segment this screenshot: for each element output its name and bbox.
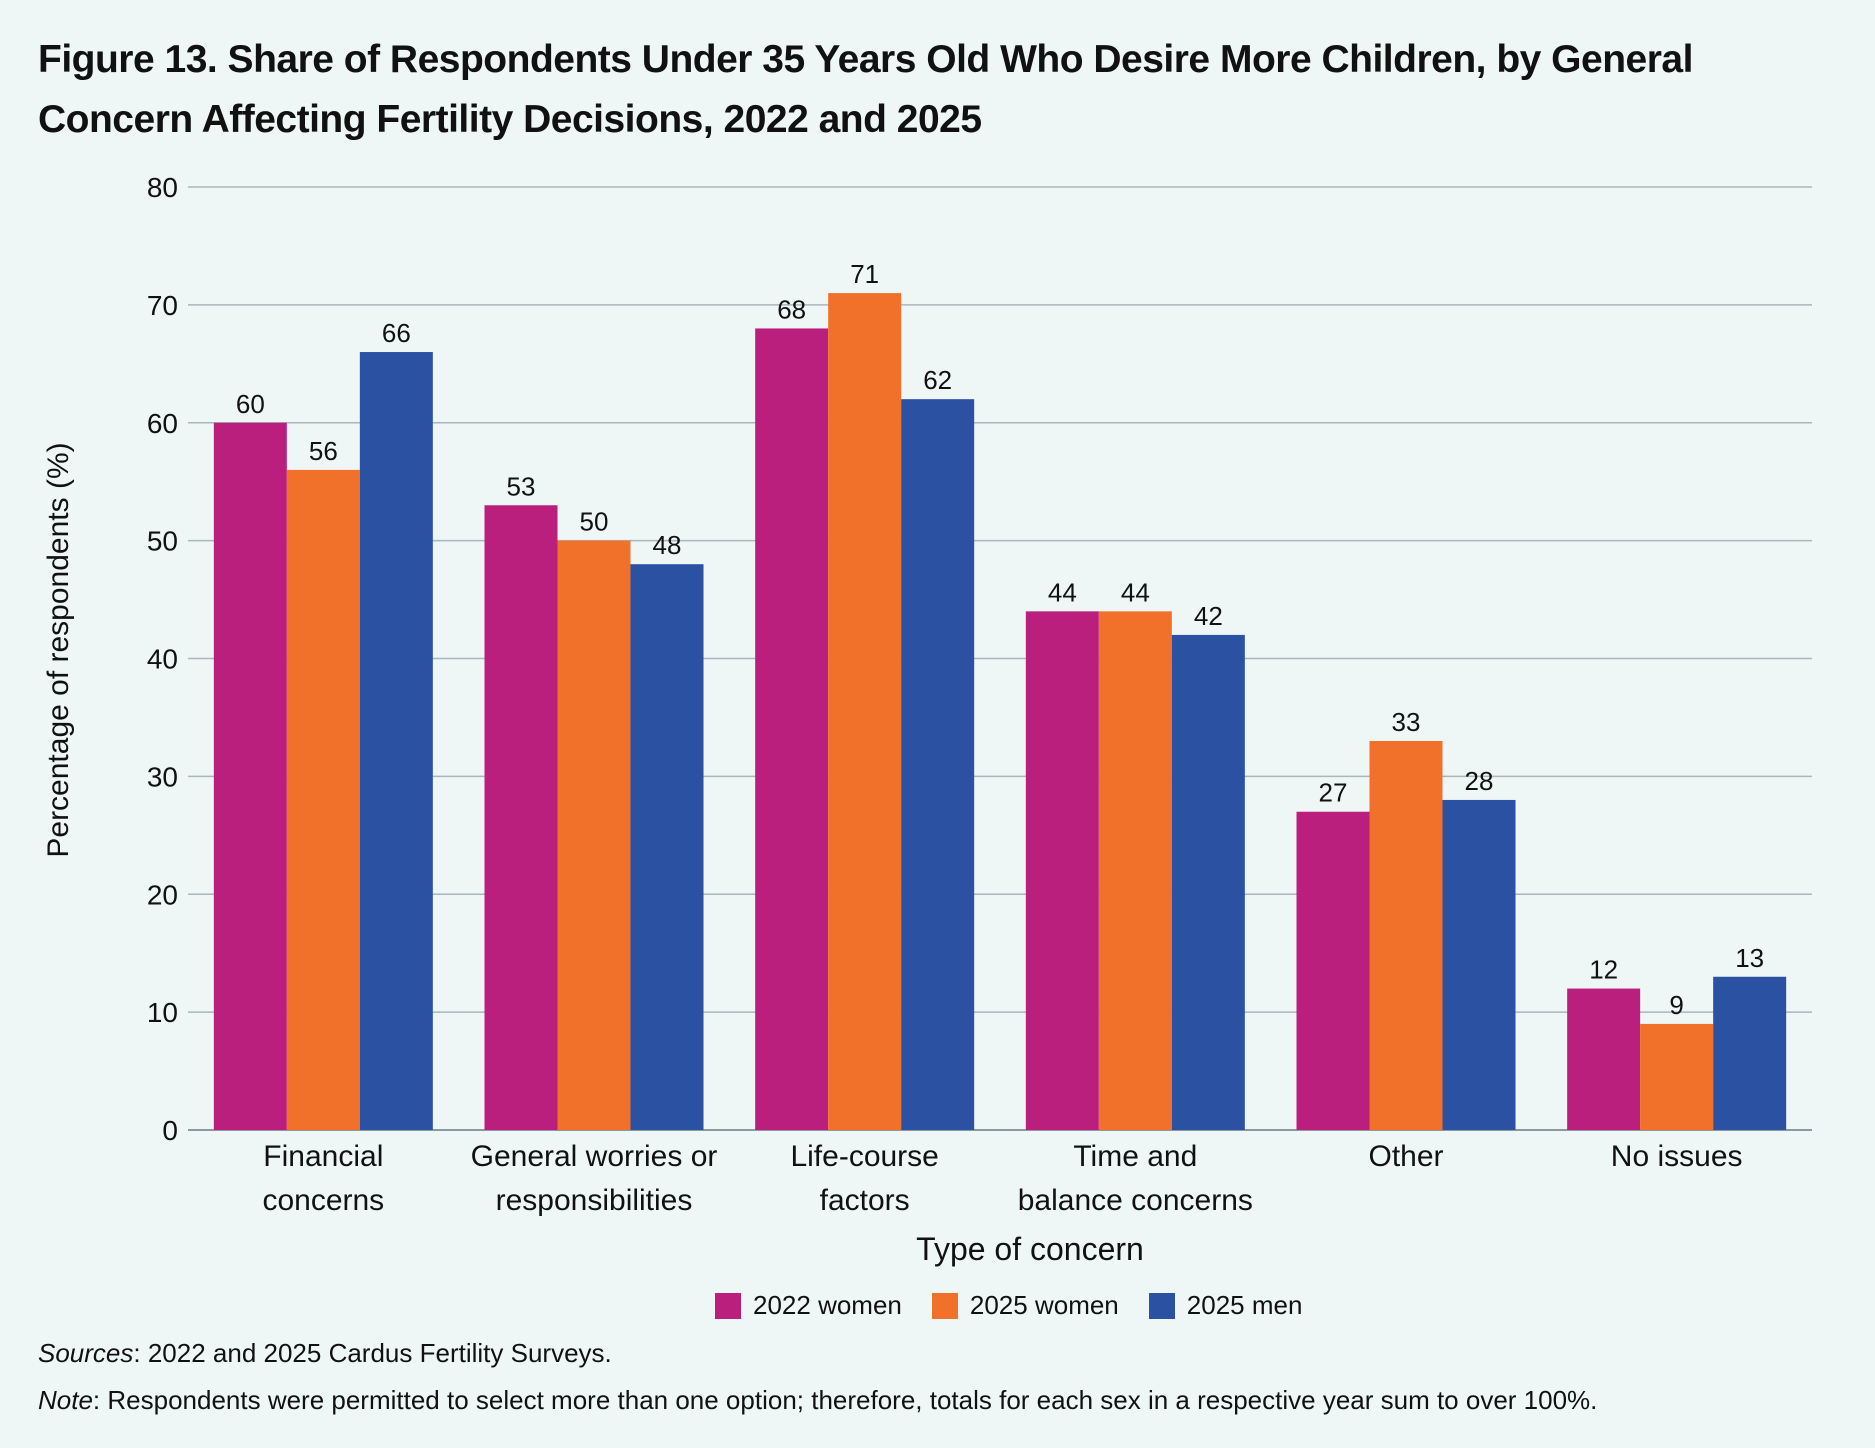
bar	[557, 540, 631, 1130]
legend-item: 2022 women	[715, 1290, 902, 1321]
data-label: 28	[1465, 766, 1494, 796]
data-labels: 60 56 66 53 50 48 68 71 62 44 44 42 27 33 28 12 9 13	[236, 259, 1764, 1020]
data-label: 44	[1121, 577, 1150, 607]
bar	[901, 399, 975, 1130]
y-tick-label: 60	[147, 408, 178, 439]
data-label: 13	[1735, 943, 1764, 973]
sources-label: Sources	[38, 1338, 134, 1368]
y-tick-label: 20	[147, 879, 178, 910]
x-tick-label: balance concerns	[1018, 1184, 1253, 1217]
x-tick-label: No issues	[1611, 1140, 1743, 1173]
gridlines	[188, 186, 1812, 1131]
bar	[484, 505, 558, 1130]
data-label: 27	[1319, 778, 1348, 808]
data-label: 12	[1589, 955, 1618, 985]
x-tick-label: Time and	[1073, 1140, 1197, 1173]
data-label: 50	[580, 507, 609, 537]
y-tick-label: 70	[147, 290, 178, 321]
chart-title: Figure 13. Share of Respondents Under 35…	[38, 38, 1693, 141]
data-label: 56	[309, 436, 338, 466]
x-tick-label: factors	[820, 1184, 910, 1217]
bar	[286, 469, 360, 1130]
data-label: 71	[850, 259, 879, 289]
data-label: 62	[923, 365, 952, 395]
bar	[1171, 634, 1245, 1130]
bar	[828, 293, 902, 1130]
x-tick-label: General worries or	[471, 1140, 718, 1173]
y-tick-label: 10	[147, 997, 178, 1028]
legend-item: 2025 men	[1148, 1290, 1303, 1321]
legend-label: 2025 men	[1186, 1290, 1303, 1320]
legend-swatch	[715, 1292, 741, 1319]
x-axis-label: Type of concern	[916, 1231, 1144, 1267]
sources-note: Sources: 2022 and 2025 Cardus Fertility …	[38, 1338, 612, 1369]
y-tick-label: 0	[162, 1115, 178, 1146]
bar	[1296, 811, 1370, 1130]
y-axis-label: Percentage of respondents (%)	[42, 442, 75, 857]
data-label: 33	[1392, 707, 1421, 737]
x-tick-label: responsibilities	[496, 1184, 693, 1217]
legend-swatch	[931, 1292, 958, 1319]
y-tick-label: 80	[147, 172, 178, 203]
bar	[1098, 611, 1172, 1130]
data-label: 48	[653, 530, 682, 560]
x-tick-label: Life-course	[790, 1140, 938, 1173]
bar	[755, 328, 829, 1130]
legend-label: 2022 women	[753, 1290, 902, 1320]
note-text: : Respondents were permitted to select m…	[92, 1385, 1598, 1415]
note-label: Note	[38, 1385, 93, 1415]
legend: 2022 women 2025 women 2025 men	[715, 1290, 1302, 1321]
data-label: 68	[777, 294, 806, 324]
y-tick-label: 40	[147, 644, 178, 675]
x-axis-categories: Financial concerns General worries or respo…	[262, 1140, 1742, 1217]
bar	[1640, 1023, 1714, 1130]
data-label: 60	[236, 389, 265, 419]
y-tick-label: 50	[147, 526, 178, 557]
data-label: 9	[1669, 990, 1683, 1020]
y-tick-label: 30	[147, 761, 178, 792]
data-label: 42	[1194, 601, 1223, 631]
x-tick-label: Financial	[263, 1140, 383, 1173]
bar	[1442, 799, 1516, 1130]
bar	[1567, 988, 1641, 1130]
y-axis-ticks: 0 10 20 30 40 50 60 70 80	[147, 172, 178, 1146]
data-label: 66	[382, 318, 411, 348]
footnote: Note: Respondents were permitted to sele…	[38, 1385, 1597, 1416]
bars	[213, 293, 1787, 1130]
bar	[1025, 611, 1099, 1130]
bar	[213, 422, 287, 1130]
legend-swatch	[1148, 1292, 1175, 1319]
data-label: 53	[507, 471, 536, 501]
bar	[1369, 741, 1443, 1130]
legend-item: 2025 women	[931, 1290, 1119, 1321]
x-tick-label: concerns	[262, 1184, 384, 1217]
bar	[1713, 976, 1787, 1130]
bar	[359, 352, 433, 1130]
sources-text: : 2022 and 2025 Cardus Fertility Surveys…	[133, 1338, 612, 1368]
data-label: 44	[1048, 577, 1077, 607]
legend-label: 2025 women	[969, 1290, 1119, 1320]
x-tick-label: Other	[1368, 1140, 1443, 1173]
bar	[630, 564, 704, 1130]
